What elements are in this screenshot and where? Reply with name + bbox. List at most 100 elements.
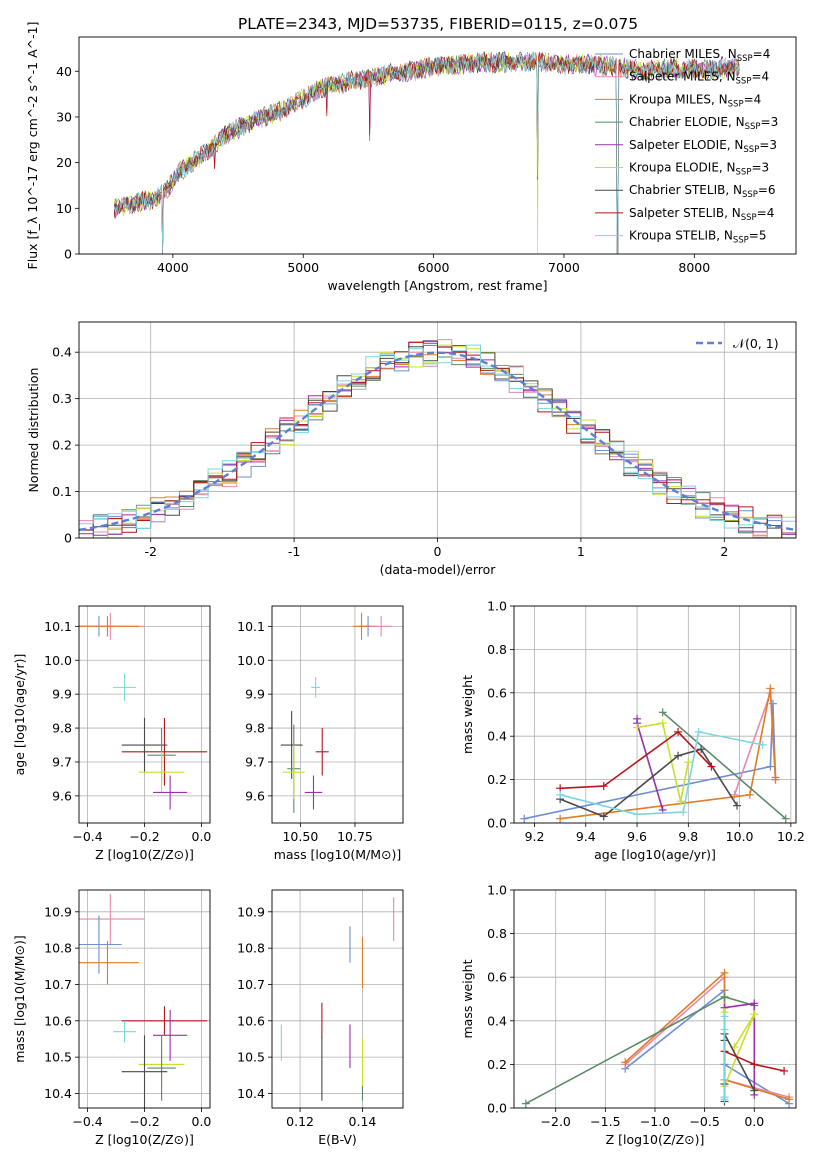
x-tick-label: 9.6 (627, 829, 647, 844)
y-tick-label: 1.0 (487, 883, 507, 898)
x-tick-label: 0.0 (192, 1114, 212, 1129)
y-tick-label: 0.8 (487, 926, 507, 941)
legend-entry: Chabrier ELODIE, NSSP=3 (629, 115, 778, 132)
y-tick-label: 0 (64, 531, 72, 546)
age-vs-mass-panel: 10.50 10.75 9.6 9.7 9.8 9.9 10.0 10.1 mass [log1… (237, 605, 404, 862)
error-bars (79, 612, 208, 810)
y-tick-label: 0.1 (52, 484, 72, 499)
x-tick-label: −0.4 (72, 829, 102, 844)
y-tick-label: 9.8 (52, 721, 72, 736)
x-tick-label: −1.5 (590, 1114, 620, 1129)
spectrum-legend: Chabrier MILES, NSSP=4 Salpeter MILES, NS… (595, 47, 778, 246)
massweight-vs-metallicity-panel: −2.0 −1.5 −1.0 −0.5 0.0 0.0 0.2 0.4 0.6 0.8 1.0 Z [… (460, 883, 797, 1147)
x-axis-label: age [log10(age/yr)] (594, 847, 716, 862)
spectrum-line-kroupa_elodie (113, 51, 740, 254)
y-tick-label: 0.6 (487, 970, 507, 985)
x-tick-label: −1.0 (640, 1114, 670, 1129)
y-tick-label: 0.2 (487, 772, 507, 787)
legend-entry: Kroupa STELIB, NSSP=5 (629, 229, 767, 246)
y-tick-label: 0.6 (487, 685, 507, 700)
spectrum-lines (113, 51, 740, 254)
x-tick-label: 10.50 (282, 829, 318, 844)
x-tick-label: 1 (577, 544, 585, 559)
x-tick-label: 0.14 (349, 1114, 377, 1129)
weight-line-salpeter_elodie (636, 718, 664, 811)
weight-lines (520, 684, 790, 823)
y-tick-label: 10.5 (44, 1050, 72, 1065)
legend-entry: 𝒩(0, 1) (733, 336, 779, 351)
y-tick-label: 0.0 (487, 816, 507, 831)
y-tick-label: 9.6 (52, 788, 72, 803)
spectrum-line-salpeter_miles (113, 51, 740, 254)
x-tick-label: 10.75 (337, 829, 373, 844)
y-tick-label: 0.3 (52, 391, 72, 406)
x-axis-label: (data-model)/error (380, 562, 497, 577)
y-tick-label: 10.6 (44, 1013, 72, 1028)
y-tick-label: 10.9 (44, 904, 72, 919)
y-axis-label: Normed distribution (26, 368, 41, 493)
x-tick-label: −0.4 (72, 1114, 102, 1129)
x-tick-label: 0.12 (286, 1114, 314, 1129)
x-tick-label: -1 (288, 544, 300, 559)
y-tick-label: 10.6 (237, 1013, 265, 1028)
axes-frame (513, 605, 797, 824)
age-vs-metallicity-panel: −0.4 −0.2 0.0 9.6 9.7 9.8 9.9 10.0 10.1 Z [log10(… (12, 605, 212, 862)
weight-line-chabrier_elodie (662, 711, 787, 820)
y-axis-label: mass weight (460, 675, 475, 754)
y-tick-label: 0.2 (52, 438, 72, 453)
figure-title: PLATE=2343, MJD=53735, FIBERID=0115, z=0… (238, 15, 638, 33)
spectrum-line-salpeter_stelib (113, 51, 740, 254)
x-axis-label: mass [log10(M/M⊙)] (274, 847, 402, 862)
y-axis-label: mass [log10(M/M⊙)] (12, 935, 27, 1063)
massweight-vs-age-panel: 9.2 9.4 9.6 9.8 10.0 10.2 0.0 0.2 0.4 0.6 0.8 1.0 ag… (460, 599, 805, 863)
y-tick-label: 9.7 (52, 754, 72, 769)
x-axis-label: E(B-V) (318, 1132, 357, 1147)
y-tick-label: 1.0 (487, 599, 507, 614)
weight-line-chabrier_miles (524, 703, 777, 820)
x-axis-label: wavelength [Angstrom, rest frame] (327, 278, 547, 293)
axes-frame (271, 605, 404, 824)
weight-line-kroupa_elodie (723, 1012, 756, 1087)
y-tick-label: 0 (64, 247, 72, 262)
y-tick-label: 30 (56, 109, 72, 124)
error-bars (280, 897, 395, 1101)
axes-frame (513, 889, 797, 1109)
y-tick-label: 40 (56, 64, 72, 79)
y-tick-label: 9.9 (52, 687, 72, 702)
x-tick-label: 4000 (157, 260, 189, 275)
y-tick-label: 10.4 (237, 1086, 265, 1101)
x-tick-label: −0.2 (129, 1114, 159, 1129)
y-axis-label: mass weight (460, 959, 475, 1038)
x-axis-label: Z [log10(Z/Z⊙)] (95, 1132, 194, 1147)
spectrum-panel: 4000 5000 6000 7000 8000 0 10 20 30 40 wavelength … (25, 22, 797, 293)
x-tick-label: 0.0 (192, 829, 212, 844)
y-tick-label: 9.6 (245, 788, 265, 803)
y-tick-label: 0.4 (487, 729, 507, 744)
x-tick-label: −2.0 (541, 1114, 571, 1129)
x-tick-label: 9.2 (525, 829, 545, 844)
x-tick-label: 0.0 (744, 1114, 764, 1129)
axes-frame (271, 889, 404, 1109)
y-tick-label: 10.4 (44, 1086, 72, 1101)
y-tick-label: 0.4 (52, 345, 72, 360)
y-tick-label: 10.8 (44, 941, 72, 956)
weight-line-kroupa_elodie (636, 722, 690, 802)
x-tick-label: 10.0 (726, 829, 754, 844)
x-tick-label: −0.5 (689, 1114, 719, 1129)
y-tick-label: 0.2 (487, 1057, 507, 1072)
x-tick-label: 9.4 (576, 829, 596, 844)
legend-entry: Salpeter MILES, NSSP=4 (629, 70, 769, 87)
legend-entry: Salpeter STELIB, NSSP=4 (629, 206, 774, 223)
y-tick-label: 10.0 (44, 653, 72, 668)
axes-frame (78, 321, 797, 539)
axes-frame (78, 605, 211, 824)
x-tick-label: −0.2 (129, 829, 159, 844)
normal-curve (79, 351, 796, 532)
y-axis-label: age [log10(age/yr)] (12, 654, 27, 776)
weight-lines (521, 968, 794, 1108)
x-axis-label: Z [log10(Z/Z⊙)] (606, 1132, 705, 1147)
y-tick-label: 9.9 (245, 687, 265, 702)
y-tick-label: 20 (56, 155, 72, 170)
mass-vs-ebv-panel: 0.12 0.14 10.4 10.5 10.6 10.7 10.8 10.9 E(B-V) (237, 889, 404, 1147)
